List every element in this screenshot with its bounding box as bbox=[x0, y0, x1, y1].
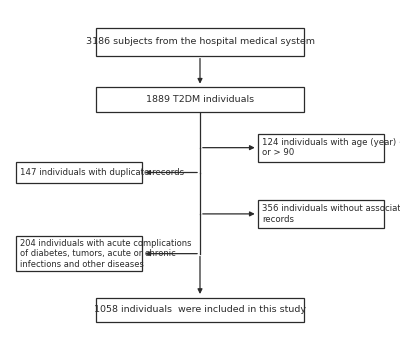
FancyBboxPatch shape bbox=[96, 87, 304, 112]
FancyBboxPatch shape bbox=[258, 200, 384, 228]
Text: 3186 subjects from the hospital medical system: 3186 subjects from the hospital medical … bbox=[86, 37, 314, 46]
FancyBboxPatch shape bbox=[258, 134, 384, 162]
FancyBboxPatch shape bbox=[96, 297, 304, 322]
Text: 1889 T2DM individuals: 1889 T2DM individuals bbox=[146, 95, 254, 104]
Text: 147 individuals with duplicate records: 147 individuals with duplicate records bbox=[20, 168, 184, 177]
Text: 1058 individuals  were included in this study: 1058 individuals were included in this s… bbox=[94, 305, 306, 314]
FancyBboxPatch shape bbox=[96, 28, 304, 56]
FancyBboxPatch shape bbox=[16, 162, 142, 183]
Text: 124 individuals with age (year) < 20
or > 90: 124 individuals with age (year) < 20 or … bbox=[262, 138, 400, 157]
Text: 204 individuals with acute complications
of diabetes, tumors, acute or chronic
i: 204 individuals with acute complications… bbox=[20, 239, 192, 268]
FancyBboxPatch shape bbox=[16, 236, 142, 271]
Text: 356 individuals without associated
records: 356 individuals without associated recor… bbox=[262, 204, 400, 224]
